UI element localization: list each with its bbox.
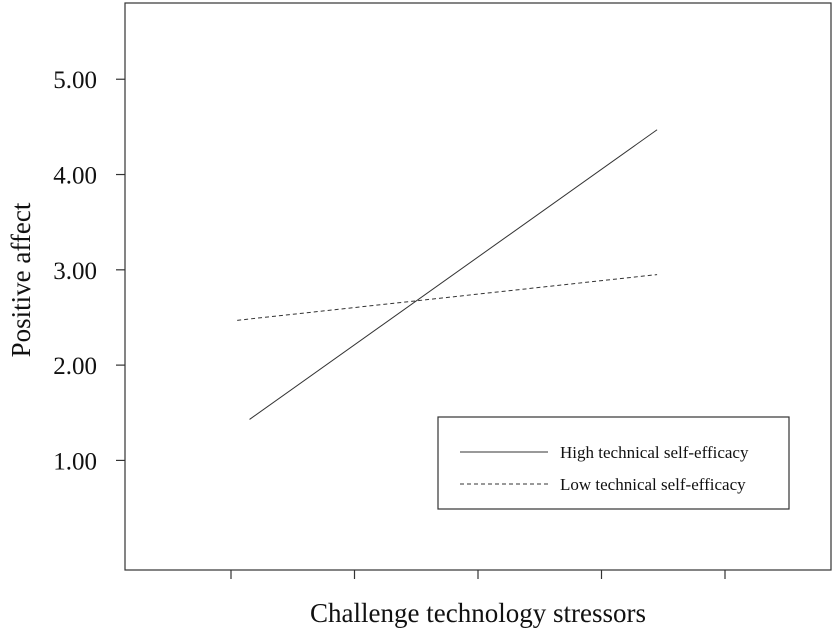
legend-label-high: High technical self-efficacy xyxy=(560,443,749,462)
legend-box xyxy=(437,416,790,510)
series-line-high xyxy=(249,129,658,420)
y-axis-ticks: 1.00 2.00 3.00 4.00 5.00 xyxy=(53,67,125,475)
y-axis-title: Positive affect xyxy=(6,202,36,357)
y-tick-label-1: 1.00 xyxy=(53,448,97,475)
series-lines xyxy=(237,129,658,420)
y-tick-label-3: 3.00 xyxy=(53,258,97,285)
legend: High technical self-efficacy Low technic… xyxy=(437,416,790,510)
y-tick-label-2: 2.00 xyxy=(53,353,97,380)
x-axis-title: Challenge technology stressors xyxy=(310,598,646,628)
y-tick-label-5: 5.00 xyxy=(53,67,97,94)
x-axis-ticks xyxy=(230,570,726,579)
series-line-low xyxy=(237,274,658,321)
y-tick-label-4: 4.00 xyxy=(53,163,97,190)
legend-label-low: Low technical self-efficacy xyxy=(560,475,746,494)
